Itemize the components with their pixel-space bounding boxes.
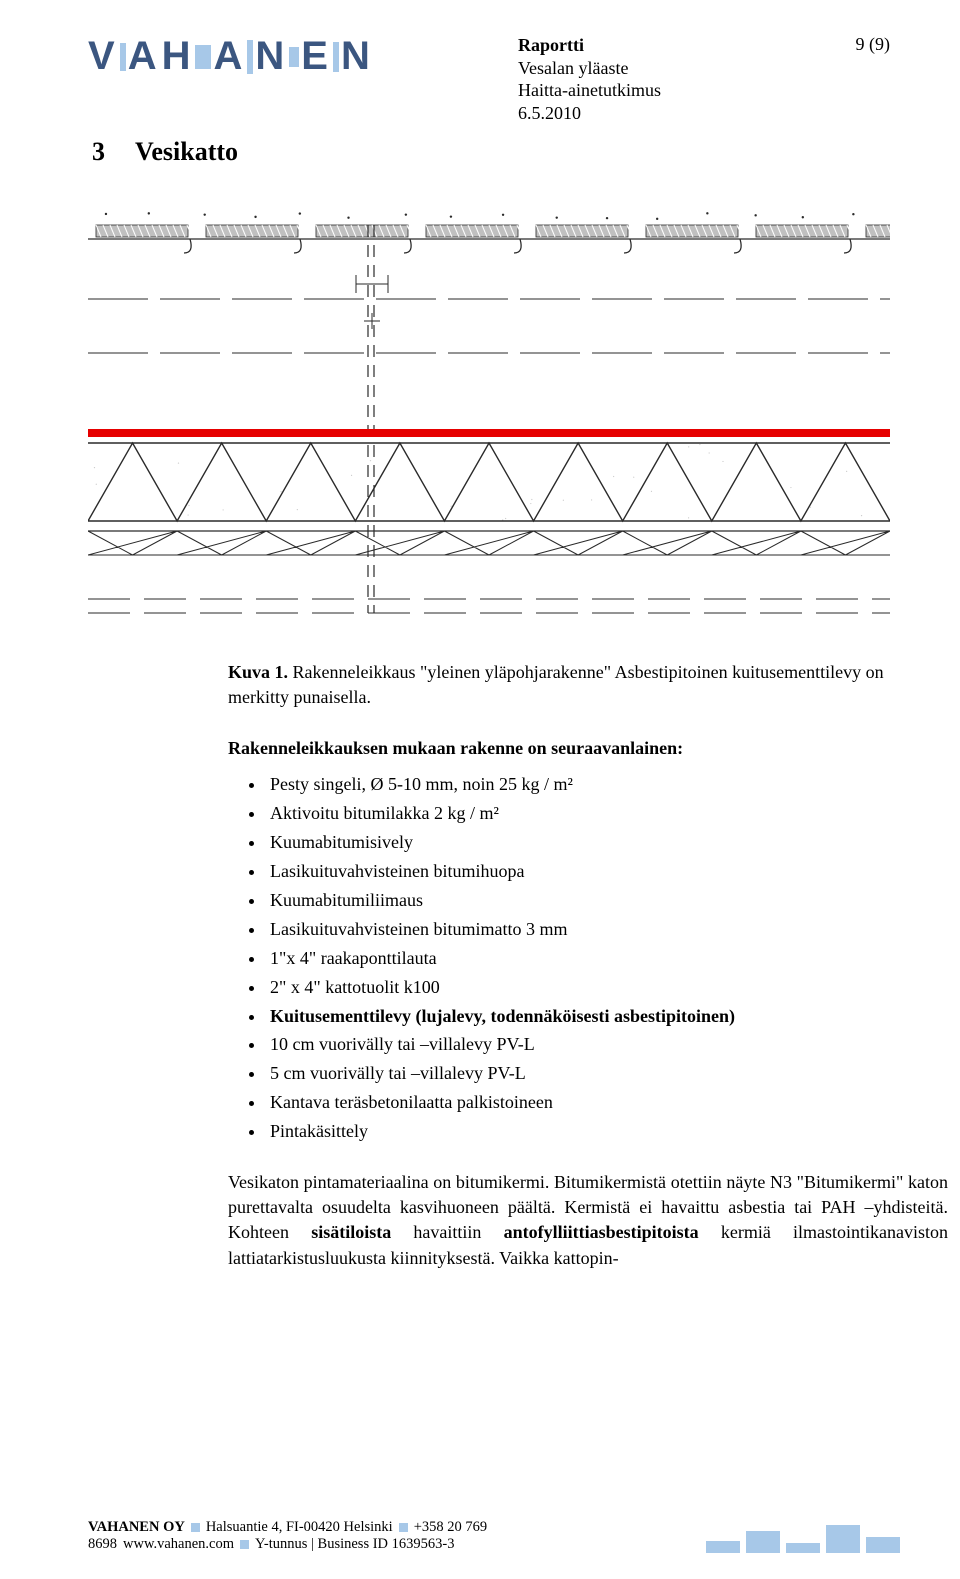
structure-item: Lasikuituvahvisteinen bitumimatto 3 mm (266, 916, 906, 944)
page-number: 9 (9) (856, 34, 891, 55)
footer-company: VAHANEN OY (88, 1519, 185, 1536)
structure-item: Pesty singeli, Ø 5-10 mm, noin 25 kg / m… (266, 771, 906, 799)
caption-label: Kuva 1. (228, 662, 288, 682)
diagram-svg (88, 195, 890, 625)
structural-diagram (88, 195, 890, 630)
footer-business-id: Y-tunnus | Business ID 1639563-3 (255, 1536, 454, 1553)
structure-item: Pintakäsittely (266, 1118, 906, 1146)
structure-item: Kuumabitumiliimaus (266, 887, 906, 915)
structure-list: Pesty singeli, Ø 5-10 mm, noin 25 kg / m… (266, 771, 906, 1146)
structure-item: Aktivoitu bitumilakka 2 kg / m² (266, 800, 906, 828)
body-paragraph: Vesikaton pintamateriaalina on bitumiker… (228, 1170, 948, 1271)
footer-separator-icon (191, 1523, 200, 1532)
page-footer: VAHANEN OY Halsuantie 4, FI-00420 Helsin… (88, 1519, 900, 1553)
footer-url: www.vahanen.com (123, 1536, 234, 1553)
footer-phone: +358 20 769 (414, 1519, 487, 1536)
structure-item: Kuitusementtilevy (lujalevy, todennäköis… (266, 1003, 906, 1031)
page-header: V AH A N E N Raportti Vesalan yläaste Ha… (88, 34, 900, 79)
structure-item: 10 cm vuorivälly tai –villalevy PV-L (266, 1031, 906, 1059)
structure-item: Kuumabitumisively (266, 829, 906, 857)
section-title: Vesikatto (135, 137, 238, 167)
structure-heading: Rakenneleikkauksen mukaan rakenne on seu… (228, 738, 908, 759)
structure-item: 2" x 4" kattotuolit k100 (266, 974, 906, 1002)
structure-item: Lasikuituvahvisteinen bitumihuopa (266, 858, 906, 886)
footer-separator-icon (399, 1523, 408, 1532)
header-line2: Vesalan yläaste (518, 57, 661, 80)
section-heading: 3 Vesikatto (92, 137, 900, 167)
footer-phone-suffix: 8698 (88, 1536, 117, 1553)
footer-address: Halsuantie 4, FI-00420 Helsinki (206, 1519, 393, 1536)
header-line4: 6.5.2010 (518, 102, 661, 125)
header-line1: Raportti (518, 34, 661, 57)
structure-item: 1"x 4" raakaponttilauta (266, 945, 906, 973)
vahanen-logo: V AH A N E N (88, 34, 373, 79)
header-meta: Raportti Vesalan yläaste Haitta-ainetutk… (518, 34, 661, 124)
caption-text: Rakenneleikkaus "yleinen yläpohjarakenne… (228, 662, 884, 707)
structure-item: Kantava teräsbetonilaatta palkistoineen (266, 1089, 906, 1117)
footer-decoration-bars (706, 1525, 900, 1553)
footer-separator-icon (240, 1540, 249, 1549)
figure-caption: Kuva 1. Rakenneleikkaus "yleinen yläpohj… (228, 660, 908, 710)
header-line3: Haitta-ainetutkimus (518, 79, 661, 102)
structure-item: 5 cm vuorivälly tai –villalevy PV-L (266, 1060, 906, 1088)
section-number: 3 (92, 137, 105, 167)
